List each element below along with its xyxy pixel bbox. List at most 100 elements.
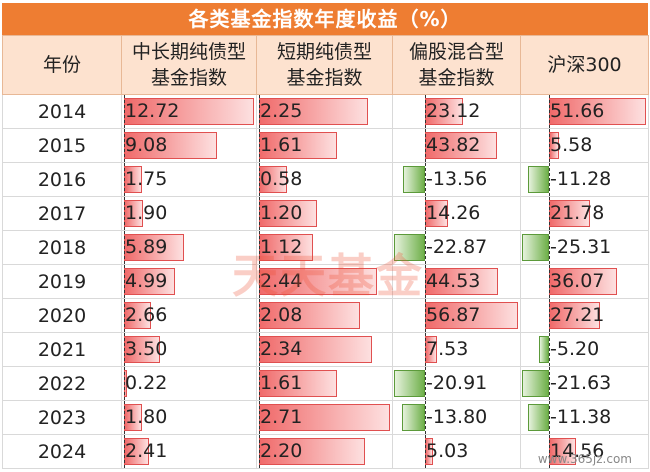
table-row: 2014 12.72 2.25 23.12 51.66 (2, 94, 649, 129)
bar-axis (124, 435, 125, 468)
value-text: -11.28 (550, 168, 612, 190)
value-cell: 5.89 (121, 230, 257, 265)
header-row: 年份 中长期纯债型 基金指数 短期纯债型 基金指数 偏股混合型基金指数 沪深300 (2, 35, 649, 95)
positive-bar (259, 268, 377, 295)
positive-bar (425, 132, 497, 159)
returns-table-container: 各类基金指数年度收益（%） 年份 中长期纯债型 基金指数 短期纯债型 基金指数 偏股混合型… (2, 3, 649, 469)
bar-axis (124, 333, 125, 366)
bar-axis (124, 299, 125, 332)
table-row: 2022 0.22 1.61 -20.91 -21.63 (2, 366, 649, 401)
year-cell: 2019 (2, 264, 122, 299)
value-cell: 2.66 (121, 298, 257, 333)
negative-bar (402, 166, 425, 193)
year-cell: 2016 (2, 162, 122, 197)
bar-axis (259, 265, 260, 298)
bar-axis (124, 231, 125, 264)
value-text: 51.66 (550, 100, 605, 122)
value-text: 9.08 (125, 134, 168, 156)
value-text: 1.61 (260, 372, 303, 394)
positive-bar (124, 268, 175, 295)
value-cell: 2.34 (256, 332, 393, 367)
value-text: 0.58 (260, 168, 303, 190)
value-cell: -13.56 (392, 162, 521, 197)
positive-bar (549, 200, 590, 227)
bar-axis (549, 435, 550, 468)
value-text: -11.38 (550, 406, 612, 428)
negative-bar (539, 336, 549, 363)
bar-axis (425, 299, 426, 332)
value-cell: 1.12 (256, 230, 393, 265)
positive-bar (259, 336, 373, 363)
bar-axis (549, 265, 550, 298)
bar-axis (425, 95, 426, 128)
bar-axis (124, 197, 125, 230)
value-cell: 2.08 (256, 298, 393, 333)
value-cell: -11.38 (520, 400, 649, 435)
value-text: 2.66 (125, 304, 168, 326)
column-header: 中长期纯债型 基金指数 (121, 35, 257, 95)
negative-bar (522, 234, 549, 261)
table-row: 2019 4.99 2.44 44.53 36.07 (2, 264, 649, 299)
value-cell: 14.26 (392, 196, 521, 231)
column-header: 偏股混合型 基金指数 (392, 35, 521, 95)
table-row: 2017 1.90 1.20 14.26 21.78 (2, 196, 649, 231)
column-header-text: 年份 (42, 54, 81, 76)
column-header-text: 偏股混合型 (408, 41, 504, 63)
value-cell: 2.20 (256, 434, 393, 469)
value-text: 5.58 (550, 134, 593, 156)
column-header-text: 沪深300 (547, 54, 622, 76)
value-cell: 1.80 (121, 400, 257, 435)
value-cell: 43.82 (392, 128, 521, 163)
value-text: 5.03 (426, 440, 469, 462)
value-cell: 44.53 (392, 264, 521, 299)
value-text: 0.22 (125, 372, 168, 394)
table-row: 2015 9.08 1.61 43.82 5.58 (2, 128, 649, 163)
value-text: 12.72 (125, 100, 180, 122)
column-header: 沪深300 (520, 35, 649, 95)
value-cell: -13.80 (392, 400, 521, 435)
year-cell: 2017 (2, 196, 122, 231)
value-text: 27.21 (550, 304, 605, 326)
bar-axis (549, 129, 550, 162)
positive-bar (124, 98, 254, 125)
positive-bar (259, 370, 337, 397)
bar-axis (425, 435, 426, 468)
column-header: 年份 (2, 35, 122, 95)
positive-bar (259, 200, 317, 227)
value-cell: -22.87 (392, 230, 521, 265)
column-header-text: 基金指数 (418, 67, 495, 89)
table-row: 2024 2.41 2.20 5.03 14.56 (2, 434, 649, 469)
value-cell: 0.58 (256, 162, 393, 197)
column-header-text: 基金指数 (286, 67, 363, 89)
value-cell: 23.12 (392, 94, 521, 129)
table-title: 各类基金指数年度收益（%） (2, 3, 648, 35)
year-cell: 2024 (2, 434, 122, 469)
value-cell: 1.75 (121, 162, 257, 197)
bar-axis (124, 129, 125, 162)
table-row: 2023 1.80 2.71 -13.80 -11.38 (2, 400, 649, 435)
bar-axis (549, 299, 550, 332)
value-text: 4.99 (125, 270, 168, 292)
value-cell: 14.56 (520, 434, 649, 469)
table-row: 2020 2.66 2.08 56.87 27.21 (2, 298, 649, 333)
value-cell: 12.72 (121, 94, 257, 129)
value-cell: 2.25 (256, 94, 393, 129)
value-text: 1.75 (125, 168, 168, 190)
bar-axis (425, 231, 426, 264)
value-text: 1.12 (260, 236, 303, 258)
positive-bar (259, 98, 368, 125)
bar-axis (549, 367, 550, 400)
value-cell: 7.53 (392, 332, 521, 367)
value-cell: 5.03 (392, 434, 521, 469)
value-text: 2.71 (260, 406, 303, 428)
positive-bar (425, 302, 518, 329)
column-header: 短期纯债型 基金指数 (256, 35, 393, 95)
value-cell: 9.08 (121, 128, 257, 163)
value-cell: 1.61 (256, 366, 393, 401)
value-cell: 4.99 (121, 264, 257, 299)
positive-bar (124, 438, 149, 465)
bar-axis (124, 265, 125, 298)
bar-axis (425, 367, 426, 400)
bar-axis (259, 401, 260, 434)
value-text: 56.87 (426, 304, 481, 326)
